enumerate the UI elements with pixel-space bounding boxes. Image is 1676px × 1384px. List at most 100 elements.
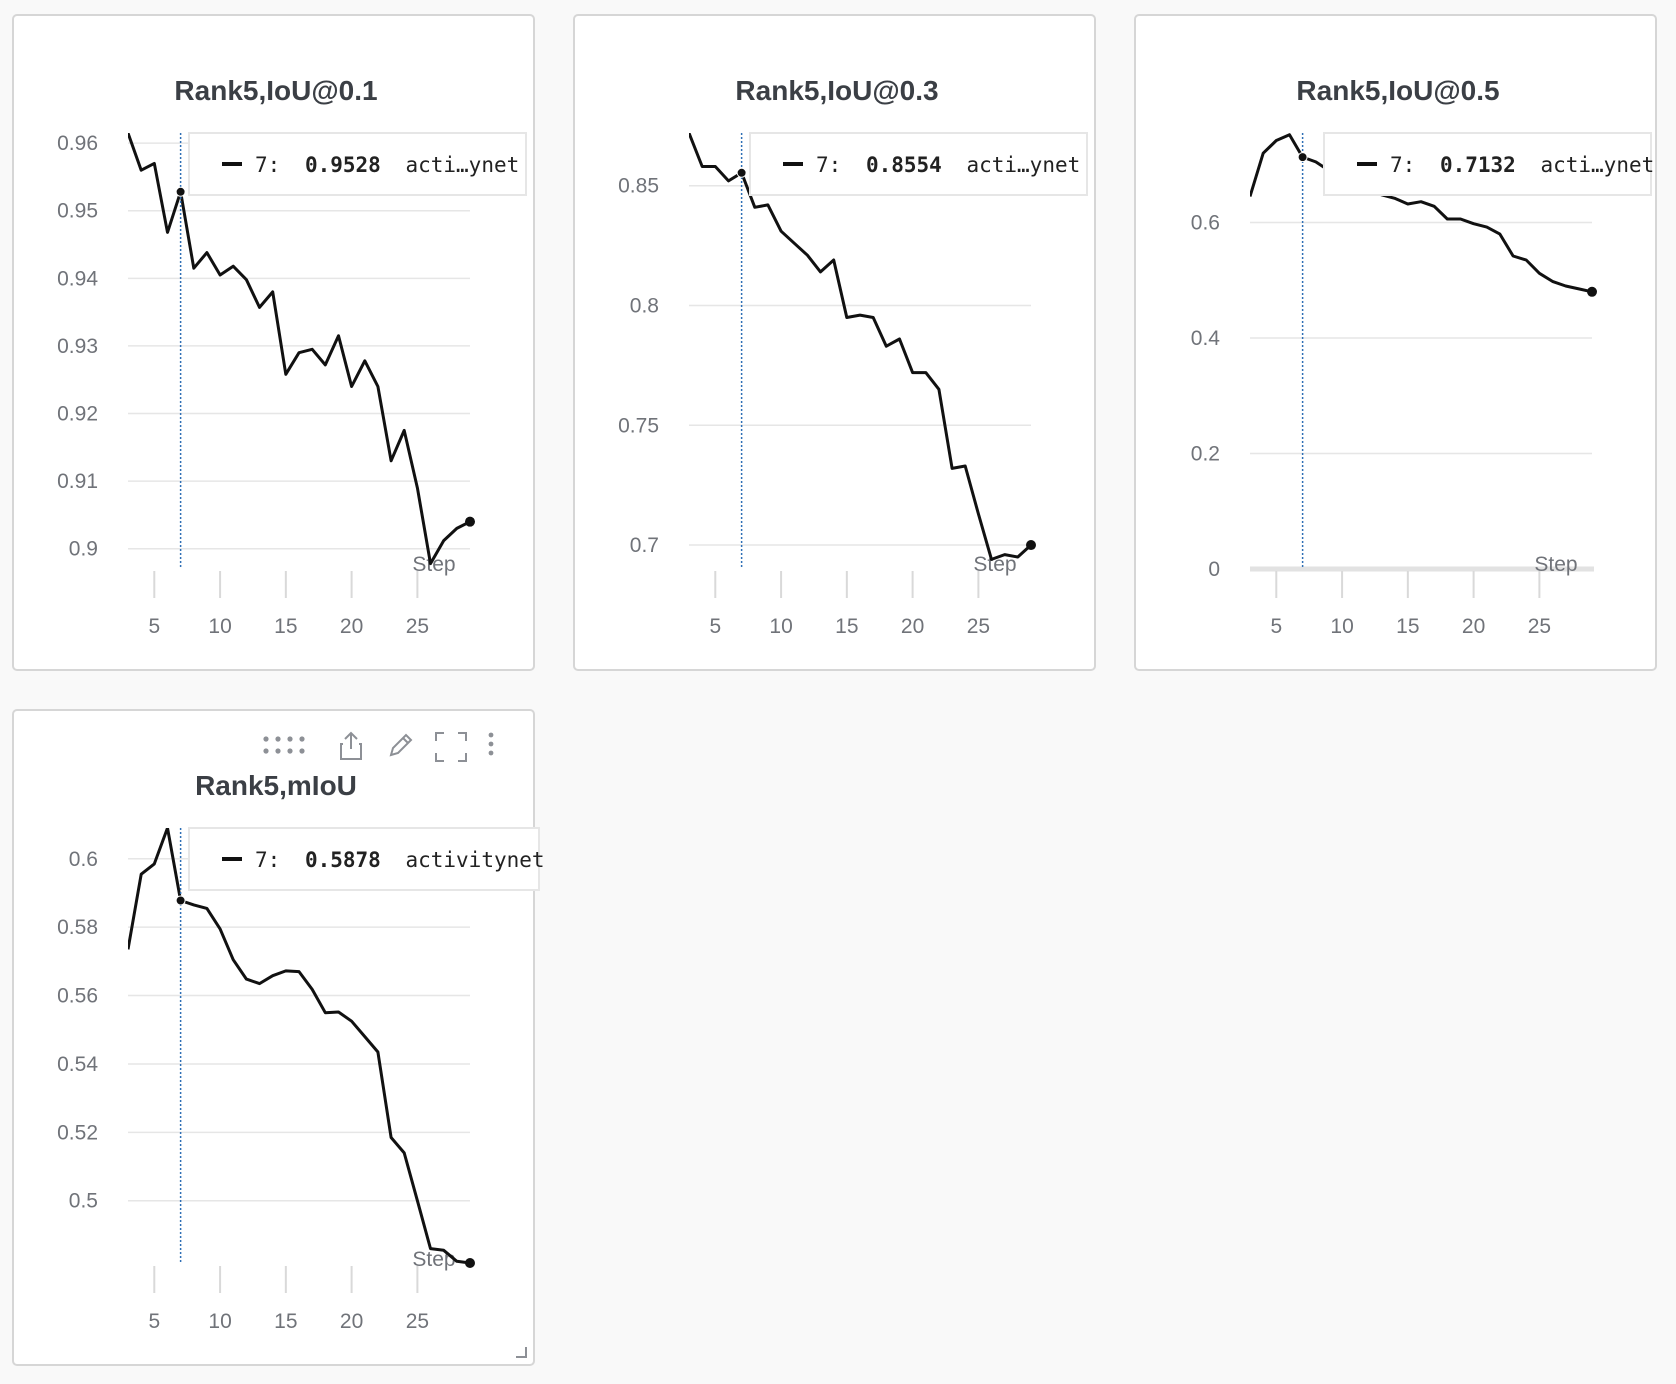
y-tick-label: 0.5 [69,1190,98,1213]
hover-group [1297,133,1308,569]
series-line [128,828,471,1265]
x-tick-label: 5 [148,615,160,638]
y-tick-label: 0.75 [618,414,659,437]
series-end-point [1026,540,1036,551]
series-end-point [465,516,475,527]
y-tick-label: 0.9 [69,538,98,561]
legend-box: 7: 0.9528 acti…ynet [188,132,527,196]
y-tick-label: 0.7 [630,534,659,557]
y-tick-label: 0.6 [69,848,98,871]
chart-svg[interactable]: 0.9 0.91 0.92 0.93 0.94 0.95 0.96 5 10 15 20 25 Step… [14,16,537,673]
hover-group [736,133,747,569]
y-tick-label: 0.95 [57,200,98,223]
panel-toolbar [244,731,534,787]
legend-box: 7: 0.8554 acti…ynet [749,132,1088,196]
x-tick-label: 10 [208,1310,231,1333]
series-end-point [465,1257,475,1268]
x-axis-label: Step [412,553,455,576]
x-axis-label: Step [1534,553,1577,576]
x-tick-label: 20 [340,1310,363,1333]
x-tick-label: 15 [835,615,858,638]
grid-group [1250,221,1594,572]
y-tick-label: 0.8 [630,294,659,317]
chart-panel-iou-0-5[interactable]: 0 0.2 0.4 0.6 5 10 15 20 25 Step Rank5,IoU@0.5 7:… [1134,14,1657,671]
x-tick-label: 20 [901,615,924,638]
y-tick-label: 0.56 [57,985,98,1008]
axis-group: 0.5 0.52 0.54 0.56 0.58 0.6 5 10 15 20 25 Step [57,848,455,1333]
chart-title: Rank5,IoU@0.5 [1296,75,1499,106]
chart-panel-iou-0-1[interactable]: 0.9 0.91 0.92 0.93 0.94 0.95 0.96 5 10 15 20 25 Step… [12,14,535,671]
legend-run: acti…ynet [405,153,519,177]
y-tick-label: 0.4 [1191,327,1221,350]
x-tick-label: 5 [709,615,721,638]
y-tick-label: 0.54 [57,1053,98,1076]
chart-title: Rank5,mIoU [195,770,357,801]
legend-run: acti…ynet [966,153,1080,177]
hover-point [1297,152,1308,163]
y-tick-label: 0.92 [57,403,98,426]
legend-value: 0.9528 [305,153,381,177]
share-icon[interactable] [338,731,378,787]
drag-handle-icon[interactable] [258,731,314,787]
x-tick-label: 5 [1270,615,1282,638]
y-tick-label: 0.85 [618,175,659,198]
chart-svg[interactable]: 0 0.2 0.4 0.6 5 10 15 20 25 Step Rank5,IoU@0.5 7:… [1136,16,1659,673]
x-tick-label: 25 [1528,615,1551,638]
axis-group: 0.9 0.91 0.92 0.93 0.94 0.95 0.96 5 10 15 20 25 Step [57,132,455,638]
chart-svg[interactable]: 0.7 0.75 0.8 0.85 5 10 15 20 25 Step Rank5,IoU@0.… [575,16,1098,673]
y-tick-label: 0.94 [57,267,98,290]
y-tick-label: 0.6 [1191,212,1220,235]
series-group [689,133,1036,561]
chart-svg[interactable]: 0.5 0.52 0.54 0.56 0.58 0.6 5 10 15 20 25 Step Rank… [14,711,544,1368]
hover-point [736,167,747,178]
chart-panel-iou-0-3[interactable]: 0.7 0.75 0.8 0.85 5 10 15 20 25 Step Rank5,IoU@0.… [573,14,1096,671]
x-tick-label: 15 [274,1310,297,1333]
x-tick-label: 10 [769,615,792,638]
x-tick-label: 5 [148,1310,160,1333]
x-axis-label: Step [973,553,1016,576]
legend-run: acti…ynet [1540,153,1654,177]
y-tick-label: 0.93 [57,335,98,358]
legend-box: 7: 0.5878 activitynet [188,827,545,891]
legend-step: 7: [255,848,280,872]
y-tick-label: 0.52 [57,1121,98,1144]
hover-group [175,828,186,1264]
legend-box: 7: 0.7132 acti…ynet [1323,132,1654,196]
hover-point [175,895,186,906]
axis-group: 0 0.2 0.4 0.6 5 10 15 20 25 Step [1191,212,1578,638]
x-tick-label: 25 [406,1310,429,1333]
legend-entry: 7: 0.7132 acti…ynet [1390,153,1654,177]
legend-value: 0.5878 [305,848,381,872]
series-group [128,133,475,566]
legend-run: activitynet [405,848,544,872]
x-tick-label: 15 [1396,615,1419,638]
more-vertical-icon[interactable] [486,731,516,787]
edit-icon[interactable] [386,731,426,787]
legend-value: 0.7132 [1440,153,1516,177]
x-tick-label: 20 [340,615,363,638]
chart-panel-miou[interactable]: 0.5 0.52 0.54 0.56 0.58 0.6 5 10 15 20 25 Step Rank… [12,709,545,1368]
x-tick-label: 15 [274,615,297,638]
axis-group: 0.7 0.75 0.8 0.85 5 10 15 20 25 Step [618,175,1016,638]
hover-group [175,133,186,569]
x-tick-label: 10 [208,615,231,638]
y-tick-label: 0 [1208,558,1220,581]
series-line [689,133,1033,561]
y-tick-label: 0.2 [1191,443,1220,466]
x-tick-label: 20 [1462,615,1485,638]
legend-entry: 7: 0.5878 activitynet [255,848,545,872]
legend-step: 7: [255,153,280,177]
x-tick-label: 10 [1330,615,1353,638]
y-tick-label: 0.91 [57,470,98,493]
chart-title: Rank5,IoU@0.1 [174,75,377,106]
grid-group [689,184,1031,546]
y-tick-label: 0.96 [57,132,98,155]
series-line [128,133,471,566]
y-tick-label: 0.58 [57,916,98,939]
hover-point [175,186,186,197]
legend-step: 7: [1390,153,1415,177]
x-tick-label: 25 [406,615,429,638]
fullscreen-icon[interactable] [434,731,478,787]
resize-icon[interactable] [515,1346,527,1358]
legend-entry: 7: 0.8554 acti…ynet [816,153,1080,177]
